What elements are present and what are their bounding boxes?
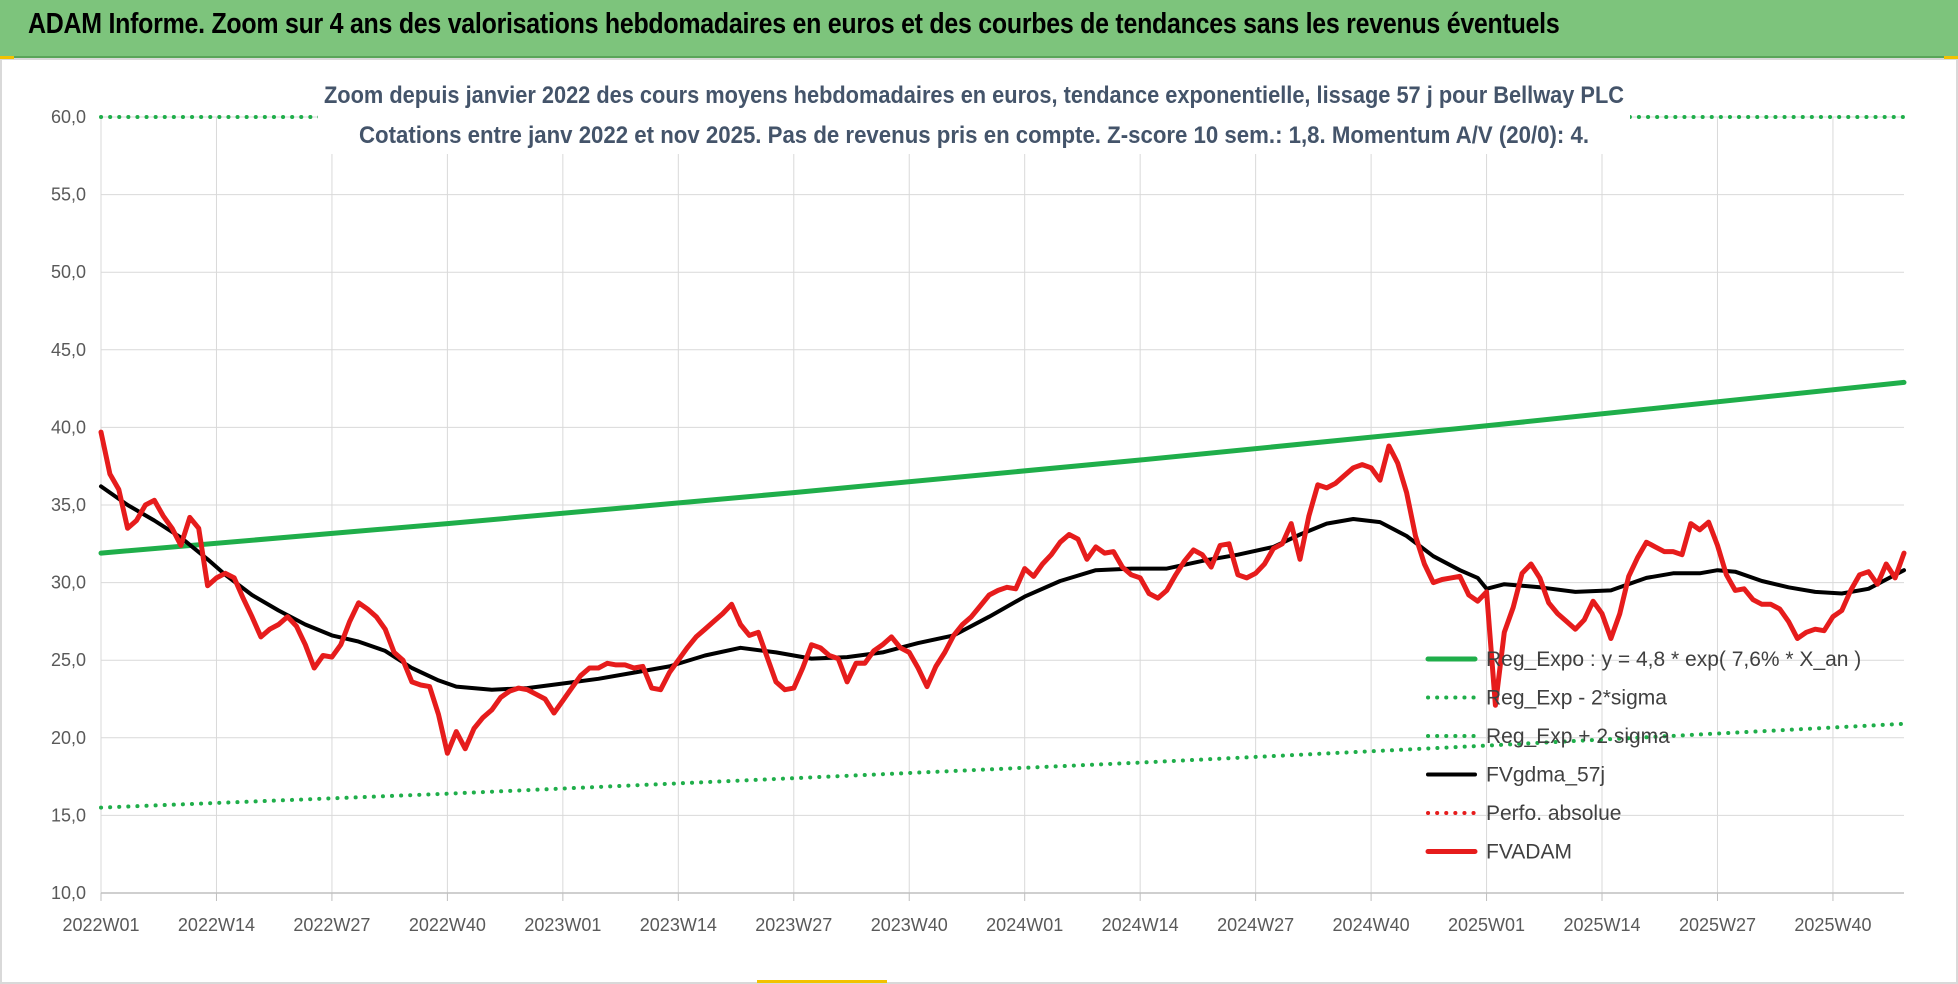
x-tick-label: 2023W27 — [755, 915, 832, 935]
legend-label: Reg_Exp + 2 sigma — [1486, 725, 1670, 748]
corner-marker-left — [0, 56, 14, 59]
x-tick-label: 2025W14 — [1563, 915, 1640, 935]
x-tick-label: 2025W01 — [1448, 915, 1525, 935]
legend-label: FVADAM — [1486, 841, 1572, 864]
x-tick-label: 2025W27 — [1679, 915, 1756, 935]
report-banner: ADAM Informe. Zoom sur 4 ans des valoris… — [0, 0, 1958, 58]
series-line-1 — [99, 721, 1906, 810]
chart-title-background — [318, 74, 1630, 154]
chart-title-line1: Zoom depuis janvier 2022 des cours moyen… — [324, 82, 1624, 109]
chart-title-line2: Cotations entre janv 2022 et nov 2025. P… — [359, 122, 1589, 149]
y-tick-label: 25,0 — [51, 650, 86, 670]
legend: Reg_Expo : y = 4,8 * exp( 7,6% * X_an ) R… — [1425, 648, 1861, 864]
x-tick-label: 2022W14 — [178, 915, 255, 935]
x-tick-label: 2023W14 — [640, 915, 717, 935]
x-tick-label: 2023W01 — [524, 915, 601, 935]
corner-marker-bottom — [757, 980, 887, 983]
grid — [100, 116, 1904, 894]
axes: 10,0 15,0 20,0 25,0 30,0 35,0 40,0 45,0 50,0 55,0… — [51, 107, 1904, 935]
y-tick-label: 30,0 — [51, 573, 86, 593]
x-tick-label: 2023W40 — [871, 915, 948, 935]
y-tick-label: 50,0 — [51, 262, 86, 282]
legend-label: Reg_Expo : y = 4,8 * exp( 7,6% * X_an ) — [1486, 648, 1861, 671]
x-tick-label: 2022W27 — [293, 915, 370, 935]
y-tick-label: 55,0 — [51, 185, 86, 205]
y-tick-label: 40,0 — [51, 417, 86, 437]
x-tick-label: 2024W40 — [1333, 915, 1410, 935]
y-tick-label: 20,0 — [51, 728, 86, 748]
legend-label: FVgdma_57j — [1486, 764, 1605, 787]
x-tick-label: 2025W40 — [1794, 915, 1871, 935]
x-tick-label: 2022W40 — [409, 915, 486, 935]
x-tick-label: 2024W27 — [1217, 915, 1294, 935]
series-line-3 — [99, 484, 1906, 692]
y-tick-label: 60,0 — [51, 107, 86, 127]
x-tick-label: 2022W01 — [62, 915, 139, 935]
y-tick-label: 15,0 — [51, 805, 86, 825]
chart-frame — [0, 58, 1958, 984]
chart-title: Zoom depuis janvier 2022 des cours moyen… — [318, 74, 1630, 154]
corner-marker-right — [1944, 56, 1958, 59]
legend-label: Perfo. absolue — [1486, 802, 1621, 825]
y-tick-label: 10,0 — [51, 883, 86, 903]
report-title: ADAM Informe. Zoom sur 4 ans des valoris… — [28, 8, 1560, 40]
series-line-5 — [98, 429, 1907, 756]
y-tick-label: 35,0 — [51, 495, 86, 515]
x-tick-label: 2024W01 — [986, 915, 1063, 935]
legend-label: Reg_Exp - 2*sigma — [1486, 687, 1667, 710]
series-line-0 — [98, 379, 1907, 556]
y-tick-label: 45,0 — [51, 340, 86, 360]
x-tick-label: 2024W14 — [1102, 915, 1179, 935]
